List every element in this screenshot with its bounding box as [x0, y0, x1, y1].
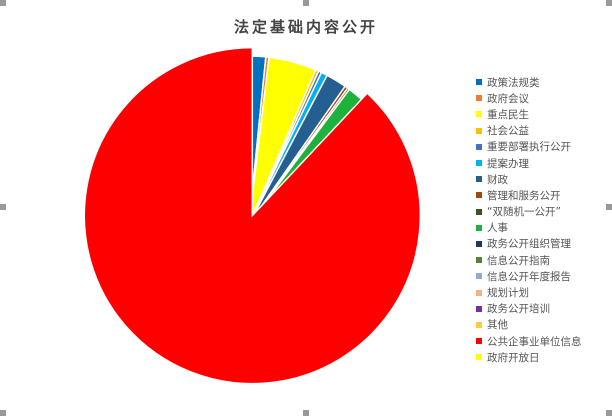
legend-item: 政务公开培训	[476, 301, 582, 317]
legend-item: 重点民生	[476, 106, 582, 122]
chart-title: 法定基础内容公开	[233, 18, 378, 36]
legend-label: 其他	[487, 319, 508, 332]
pie-slice	[83, 46, 422, 385]
legend-item: 重要部署执行公开	[476, 139, 582, 155]
resize-handle[interactable]	[606, 204, 612, 210]
legend-swatch	[476, 208, 482, 215]
legend-item: 政务公开组织管理	[476, 236, 582, 252]
legend-label: 政府开放日	[487, 351, 540, 364]
legend-swatch	[476, 95, 482, 102]
legend-swatch	[476, 160, 482, 167]
legend-item: 信息公开年度报告	[476, 268, 582, 284]
legend-swatch	[476, 79, 482, 86]
legend-label: 政务公开组织管理	[487, 238, 571, 251]
resize-handle[interactable]	[0, 0, 6, 6]
legend-swatch	[476, 321, 482, 328]
legend-item: 社会公益	[476, 123, 582, 139]
legend-label: 重要部署执行公开	[487, 141, 571, 154]
legend-item: 规划计划	[476, 284, 582, 300]
legend-swatch	[476, 192, 482, 199]
legend-item: 财政	[476, 171, 582, 187]
legend-label: 公共企事业单位信息	[487, 335, 582, 348]
legend-swatch	[476, 289, 482, 296]
legend-swatch	[476, 338, 482, 345]
legend-swatch	[476, 257, 482, 264]
legend-label: 政策法规类	[487, 76, 540, 89]
legend-label: 财政	[487, 173, 508, 186]
legend-swatch	[476, 176, 482, 183]
legend-swatch	[476, 224, 482, 231]
resize-handle[interactable]	[0, 204, 6, 210]
legend-swatch	[476, 240, 482, 247]
legend-label: 管理和服务公开	[487, 189, 561, 202]
legend-label: 重点民生	[487, 108, 529, 121]
legend-item: 人事	[476, 220, 582, 236]
legend-item: 其他	[476, 317, 582, 333]
legend-swatch	[476, 143, 482, 150]
resize-handle[interactable]	[606, 410, 612, 416]
resize-handle[interactable]	[303, 410, 309, 416]
legend-item: 信息公开指南	[476, 252, 582, 268]
legend-item: 政府开放日	[476, 349, 582, 365]
legend-label: 提案办理	[487, 157, 529, 170]
legend-label: 政府会议	[487, 92, 529, 105]
resize-handle[interactable]	[0, 410, 6, 416]
legend-item: 公共企事业单位信息	[476, 333, 582, 349]
legend-label: 人事	[487, 222, 508, 235]
legend-swatch	[476, 305, 482, 312]
legend-label: 规划计划	[487, 287, 529, 300]
legend-label: 社会公益	[487, 125, 529, 138]
legend-item: “双随机一公开”	[476, 204, 582, 220]
legend-label: 信息公开指南	[487, 254, 550, 267]
legend-item: 管理和服务公开	[476, 187, 582, 203]
legend-label: 信息公开年度报告	[487, 270, 571, 283]
resize-handle[interactable]	[606, 0, 612, 6]
legend-swatch	[476, 273, 482, 280]
legend-swatch	[476, 111, 482, 118]
legend-swatch	[476, 354, 482, 361]
legend-label: “双随机一公开”	[487, 206, 561, 219]
legend-item: 提案办理	[476, 155, 582, 171]
legend-swatch	[476, 127, 482, 134]
legend-item: 政策法规类	[476, 74, 582, 90]
legend-item: 政府会议	[476, 90, 582, 106]
legend-label: 政务公开培训	[487, 303, 550, 316]
resize-handle[interactable]	[303, 0, 309, 6]
legend: 政策法规类政府会议重点民生社会公益重要部署执行公开 提案办理财政管理和服务公开 “双…	[476, 74, 582, 365]
